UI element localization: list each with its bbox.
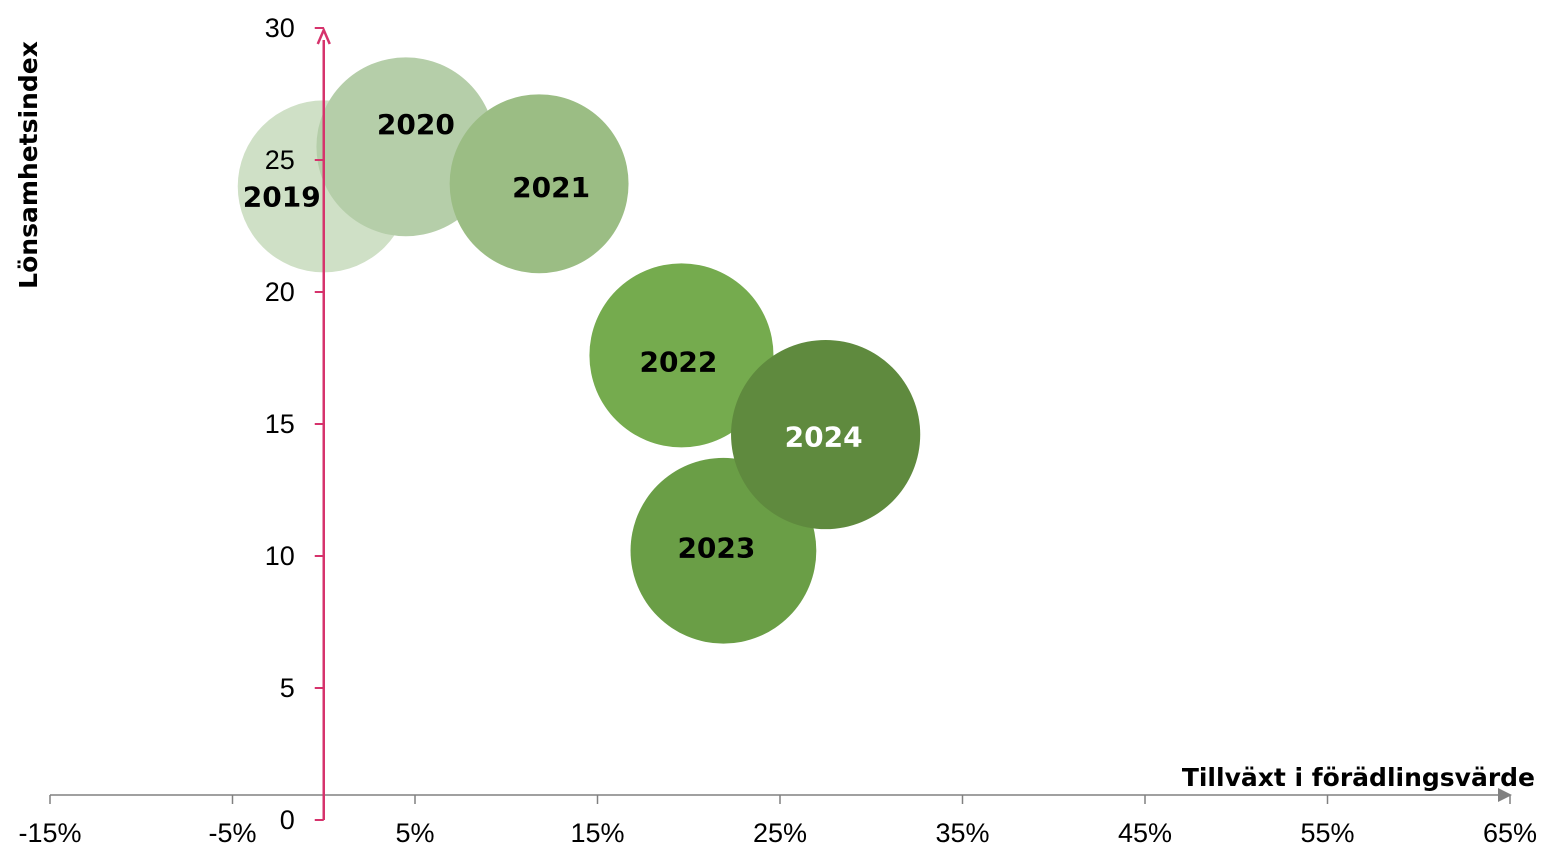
x-tick-label: 35%	[935, 818, 989, 848]
y-tick-label: 30	[265, 13, 295, 43]
x-tick-label: 15%	[570, 818, 624, 848]
bubble-label-2020: 2020	[377, 108, 455, 141]
x-axis-arrow-icon	[1498, 788, 1512, 802]
bubble-label-2024: 2024	[785, 421, 863, 454]
x-tick-label: -5%	[208, 818, 256, 848]
y-tick-label: 10	[265, 541, 295, 571]
y-tick-label: 15	[265, 409, 295, 439]
bubble-2024	[731, 339, 921, 530]
y-tick-label: 0	[280, 805, 295, 835]
y-tick-label: 20	[265, 277, 295, 307]
bubble-label-2021: 2021	[512, 171, 590, 204]
x-tick-label: -15%	[18, 818, 81, 848]
y-axis-arrow-icon	[316, 26, 331, 45]
x-tick-label: 45%	[1118, 818, 1172, 848]
y-tick-label: 5	[280, 673, 295, 703]
bubble-label-2023: 2023	[677, 532, 755, 565]
bubble-layer: 2019 2020 2021 2022 2023 2024	[237, 57, 921, 644]
x-axis-title: Tillväxt i förädlingsvärde	[1182, 763, 1535, 792]
x-tick-label: 25%	[753, 818, 807, 848]
bubble-label-2019: 2019	[243, 180, 321, 213]
x-tick-label: 5%	[395, 818, 434, 848]
x-tick-label: 65%	[1483, 818, 1537, 848]
bubble-label-2022: 2022	[639, 345, 717, 378]
axes-layer: -15% -5% 5% 15% 25% 35% 45% 55% 65% 0 5 10 15 20 25 30	[18, 13, 1537, 848]
x-tick-label: 55%	[1300, 818, 1354, 848]
y-tick-label: 25	[265, 145, 295, 175]
bubble-2022	[589, 263, 774, 448]
y-axis-title: Lönsamhetsindex	[14, 41, 43, 289]
bubble-2021	[449, 94, 629, 274]
